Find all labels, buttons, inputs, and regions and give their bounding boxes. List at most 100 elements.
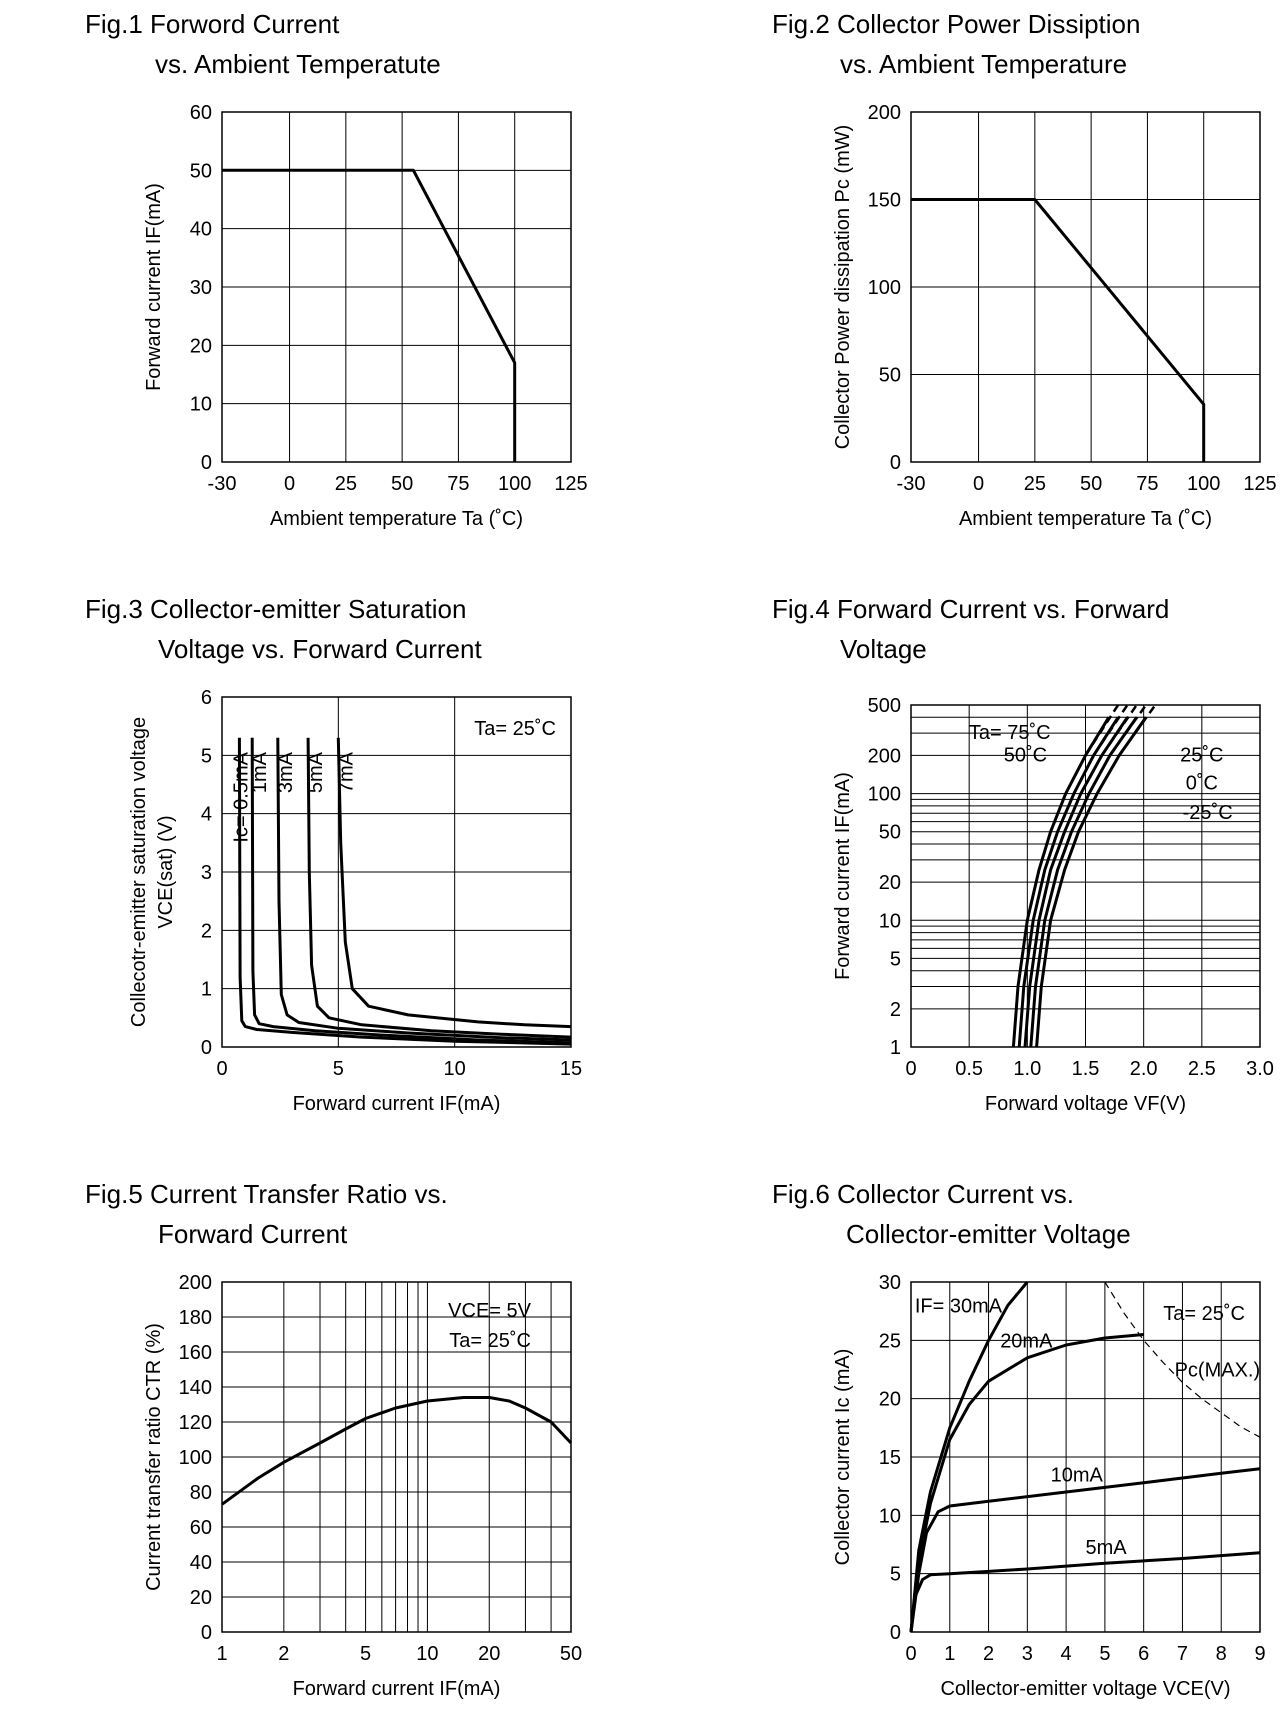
fig6-series-3-line (909, 1551, 1261, 1633)
fig5-xtick-label: 10 (416, 1643, 438, 1665)
fig6-series-label: IF= 30mA (915, 1295, 1003, 1317)
fig6-xtick-label: 7 (1177, 1643, 1188, 1665)
fig5-xlabel: Forward current IF(mA) (293, 1678, 501, 1700)
fig2-xtick-label: 100 (1187, 473, 1220, 495)
fig5-xtick-label: 5 (360, 1643, 371, 1665)
fig3-chart: Fig.3 Collector-emitter Saturation Voltag… (85, 594, 582, 1115)
fig5-xtick-label: 2 (278, 1643, 289, 1665)
fig4-ytick-label: 2 (890, 999, 901, 1021)
fig5-series-0-line (221, 1396, 573, 1506)
fig6-xlabel: Collector-emitter voltage VCE(V) (940, 1678, 1230, 1700)
fig4-ytick-label: 5 (890, 948, 901, 970)
fig6-xtick-label: 4 (1061, 1643, 1072, 1665)
fig1-title-line2: vs. Ambient Temperatute (155, 49, 441, 79)
fig3-ytick-label: 3 (201, 862, 212, 884)
fig1-ytick-label: 30 (190, 277, 212, 299)
fig3-frame (221, 696, 572, 1048)
fig6-ytick-label: 0 (890, 1622, 901, 1644)
fig2-xtick-label: 50 (1080, 473, 1102, 495)
fig6-xtick-label: 0 (905, 1643, 916, 1665)
fig5-ytick-label: 160 (179, 1342, 212, 1364)
fig2-ytick-label: 50 (879, 365, 901, 387)
fig2-xtick-label: 0 (973, 473, 984, 495)
fig1-ytick-label: 50 (190, 160, 212, 182)
fig5-xtick-label: 20 (478, 1643, 500, 1665)
fig4-temp-label: 0˚C (1186, 773, 1218, 795)
fig3-title-line2: Voltage vs. Forward Current (158, 634, 482, 664)
fig4-temp-label: Ta= 75˚C (969, 722, 1051, 744)
fig6-series-label: 20mA (1000, 1330, 1053, 1352)
fig1-xtick-label: 0 (284, 473, 295, 495)
fig3-ytick-label: 0 (201, 1037, 212, 1059)
fig5-ytick-label: 180 (179, 1307, 212, 1329)
fig6-ytick-label: 10 (879, 1505, 901, 1527)
fig4-xtick-label: 1.0 (1013, 1058, 1041, 1080)
fig2-xtick-label: -30 (897, 473, 926, 495)
fig1-ylabel: Forward current IF(mA) (143, 183, 165, 391)
fig2-title-line2: vs. Ambient Temperature (840, 49, 1127, 79)
fig2-ylabel: Collector Power dissipation Pc (mW) (832, 125, 854, 450)
fig5-ytick-label: 100 (179, 1447, 212, 1469)
fig3-xtick-label: 0 (216, 1058, 227, 1080)
fig1-xtick-label: 125 (554, 473, 587, 495)
fig3-ylabel-line1: Collecotr-emitter saturation voltage (128, 717, 150, 1027)
fig4-series-3-line (1029, 716, 1138, 1048)
fig2-xlabel: Ambient temperature Ta (˚C) (959, 508, 1212, 530)
fig4-series-3-extension (1108, 704, 1148, 757)
fig2-series-0-line (911, 198, 1206, 462)
fig4-ytick-label: 50 (879, 822, 901, 844)
fig6-title-line1: Fig.6 Collector Current vs. (772, 1179, 1074, 1209)
fig5-ytick-label: 200 (179, 1272, 212, 1294)
fig6-ytick-label: 20 (879, 1389, 901, 1411)
fig3-series-label: 1mA (249, 751, 271, 793)
fig3-xtick-label: 15 (560, 1058, 582, 1080)
fig4-xtick-label: 2.0 (1130, 1058, 1158, 1080)
fig5-ytick-label: 120 (179, 1412, 212, 1434)
fig5-xtick-label: 50 (560, 1643, 582, 1665)
fig3-series-1-line (250, 737, 572, 1045)
fig3-xtick-label: 5 (333, 1058, 344, 1080)
fig2-series-group (911, 198, 1206, 462)
fig2-chart: Fig.2 Collector Power Dissiption vs. Ambi… (772, 9, 1277, 530)
fig5-ylabel: Current transfer ratio CTR (%) (143, 1323, 165, 1591)
fig1-xtick-label: -30 (208, 473, 237, 495)
fig5-chart: Fig.5 Current Transfer Ratio vs. Forward … (85, 1179, 582, 1700)
fig1-ytick-label: 20 (190, 335, 212, 357)
fig1-grid (221, 111, 572, 463)
fig5-frame (221, 1281, 572, 1633)
fig4-ytick-label: 500 (868, 695, 901, 717)
fig6-pcmax-line (1104, 1281, 1261, 1438)
fig6-xtick-label: 9 (1254, 1643, 1265, 1665)
fig6-series-label: 10mA (1051, 1465, 1104, 1487)
fig3-ylabel-line2: VCE(sat) (V) (155, 815, 177, 928)
fig2-xtick-label: 75 (1136, 473, 1158, 495)
fig3-series-0-line (237, 737, 572, 1046)
fig3-annotation: Ta= 25˚C (474, 718, 556, 740)
fig3-xlabel: Forward current IF(mA) (293, 1093, 501, 1115)
fig6-xtick-label: 3 (1022, 1643, 1033, 1665)
fig1-title-line1: Fig.1 Forword Current (85, 9, 340, 39)
fig5-ytick-label: 80 (190, 1482, 212, 1504)
fig4-temp-label: 50˚C (1004, 744, 1047, 766)
fig4-series-group (1011, 704, 1157, 1048)
fig5-xtick-label: 1 (216, 1643, 227, 1665)
fig5-title-line1: Fig.5 Current Transfer Ratio vs. (85, 1179, 448, 1209)
fig4-series-1-extension (1092, 704, 1129, 757)
fig3-grid (221, 696, 572, 1048)
fig1-xlabel: Ambient temperature Ta (˚C) (270, 508, 523, 530)
fig4-temp-label: 25˚C (1180, 744, 1223, 766)
fig6-xtick-label: 8 (1216, 1643, 1227, 1665)
fig2-ytick-label: 150 (868, 190, 901, 212)
fig4-ylabel: Forward current IF(mA) (832, 772, 854, 980)
fig4-temp-label: -25˚C (1183, 802, 1233, 824)
fig5-ytick-label: 20 (190, 1587, 212, 1609)
fig6-series-2-line (909, 1467, 1261, 1633)
fig1-frame (221, 111, 572, 463)
fig4-xtick-label: 0.5 (955, 1058, 983, 1080)
fig5-ytick-label: 0 (201, 1622, 212, 1644)
fig3-series-group (237, 737, 572, 1046)
fig6-series-0-line (909, 1281, 1029, 1633)
fig2-ytick-label: 100 (868, 277, 901, 299)
fig6-title-line2: Collector-emitter Voltage (846, 1219, 1131, 1249)
